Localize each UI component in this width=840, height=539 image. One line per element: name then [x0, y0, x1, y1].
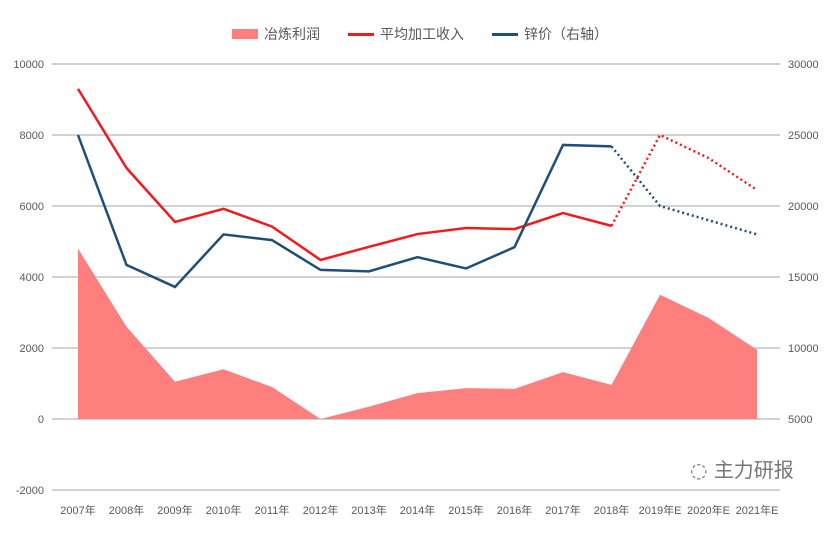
legend-item-profit: 冶炼利润	[232, 24, 320, 44]
left-tick-label: -2000	[16, 485, 44, 497]
x-tick-label: 2014年	[400, 503, 435, 517]
x-tick-label: 2021年E	[736, 503, 779, 517]
area-profit	[78, 249, 757, 419]
line-1	[78, 89, 612, 260]
right-tick-label: 20000	[788, 201, 819, 213]
legend-label: 平均加工收入	[380, 24, 464, 44]
legend-item-zinc: 锌价（右轴）	[492, 24, 608, 44]
left-tick-label: 2000	[20, 343, 44, 355]
legend-swatch	[348, 33, 374, 36]
legend-label: 锌价（右轴）	[524, 24, 608, 44]
x-tick-label: 2007年	[60, 503, 95, 517]
x-tick-label: 2013年	[351, 503, 386, 517]
x-tick-label: 2020年E	[687, 503, 730, 517]
forecast-line-2	[612, 146, 758, 234]
line-2	[78, 135, 612, 287]
legend-label: 冶炼利润	[264, 24, 320, 44]
left-tick-label: 6000	[20, 201, 44, 213]
legend-swatch	[492, 33, 518, 36]
x-tick-label: 2018年	[594, 503, 629, 517]
left-tick-label: 10000	[13, 59, 44, 71]
left-tick-label: 4000	[20, 272, 44, 284]
legend-swatch	[232, 29, 258, 39]
left-tick-label: 8000	[20, 130, 44, 142]
watermark: ◌ 主力研报	[690, 458, 794, 482]
right-tick-label: 15000	[788, 272, 819, 284]
right-tick-label: 25000	[788, 130, 819, 142]
x-tick-label: 2012年	[303, 503, 338, 517]
x-tick-label: 2016年	[497, 503, 532, 517]
x-tick-label: 2011年	[255, 503, 290, 517]
x-tick-label: 2015年	[448, 503, 483, 517]
x-tick-label: 2019年E	[639, 503, 682, 517]
x-tick-label: 2009年	[157, 503, 192, 517]
x-tick-label: 2010年	[206, 503, 241, 517]
left-tick-label: 0	[38, 414, 44, 426]
x-tick-label: 2008年	[109, 503, 144, 517]
legend: 冶炼利润 平均加工收入 锌价（右轴）	[0, 24, 840, 44]
wechat-icon: ◌	[690, 458, 707, 482]
right-tick-label: 30000	[788, 59, 819, 71]
right-tick-label: 10000	[788, 343, 819, 355]
legend-item-income: 平均加工收入	[348, 24, 464, 44]
x-tick-label: 2017年	[545, 503, 580, 517]
right-tick-label: 5000	[788, 414, 812, 426]
watermark-text: 主力研报	[714, 458, 794, 482]
